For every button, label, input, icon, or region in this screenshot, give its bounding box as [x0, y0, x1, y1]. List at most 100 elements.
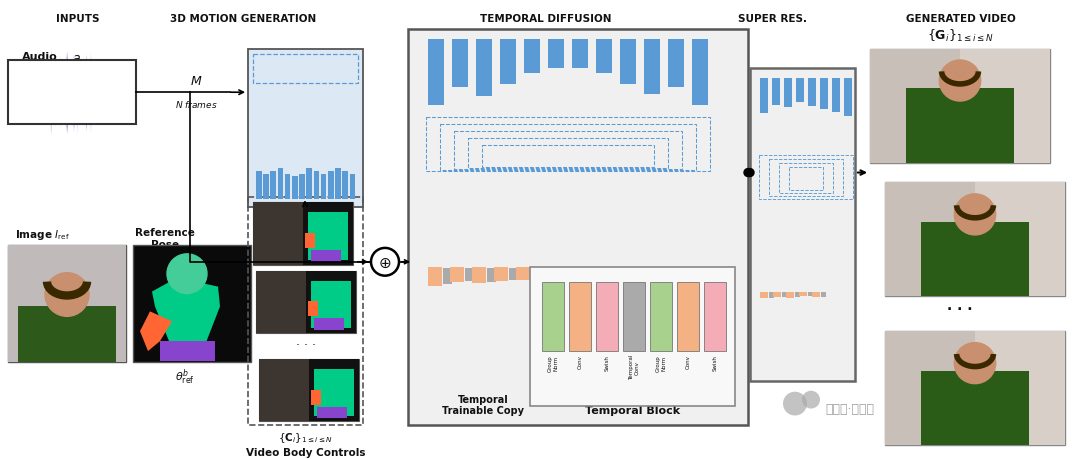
- Bar: [548, 39, 564, 69]
- Bar: [494, 267, 508, 281]
- Text: Swish: Swish: [605, 354, 609, 370]
- Text: SUPER RES.: SUPER RES.: [738, 14, 807, 24]
- Bar: [285, 174, 291, 200]
- Bar: [450, 267, 464, 283]
- Text: $\oplus$: $\oplus$: [378, 256, 392, 271]
- Bar: [443, 269, 453, 285]
- Bar: [311, 390, 321, 405]
- Bar: [870, 50, 1050, 163]
- Bar: [248, 198, 363, 425]
- Bar: [440, 124, 696, 171]
- Bar: [426, 118, 710, 172]
- Bar: [487, 269, 496, 283]
- Text: $\theta^b_{\rm ref}$: $\theta^b_{\rm ref}$: [175, 366, 194, 386]
- Bar: [253, 55, 357, 84]
- Bar: [259, 359, 359, 421]
- Bar: [292, 177, 297, 200]
- Bar: [759, 155, 853, 200]
- Bar: [796, 79, 804, 103]
- Bar: [311, 281, 351, 329]
- Bar: [428, 267, 442, 286]
- Bar: [784, 79, 792, 108]
- Bar: [308, 213, 348, 260]
- Bar: [808, 292, 813, 297]
- Text: $N$ frames: $N$ frames: [175, 99, 217, 110]
- Bar: [772, 79, 780, 106]
- Bar: [569, 282, 591, 351]
- Bar: [318, 407, 347, 419]
- Bar: [524, 39, 540, 74]
- Bar: [677, 282, 699, 351]
- Bar: [531, 268, 540, 280]
- Text: Video Body Controls: Video Body Controls: [246, 447, 365, 457]
- Bar: [885, 331, 975, 445]
- Bar: [270, 172, 275, 200]
- Bar: [472, 267, 486, 284]
- Bar: [454, 131, 681, 170]
- Bar: [308, 302, 318, 317]
- Bar: [870, 50, 960, 163]
- Circle shape: [746, 169, 754, 177]
- Circle shape: [167, 254, 207, 294]
- Bar: [692, 39, 708, 106]
- Bar: [799, 292, 807, 297]
- Bar: [538, 267, 552, 279]
- Text: $\{\mathbf{G}_i\}_{1\leq i\leq N}$: $\{\mathbf{G}_i\}_{1\leq i\leq N}$: [927, 28, 994, 44]
- Bar: [760, 292, 768, 299]
- Bar: [453, 39, 468, 88]
- Bar: [921, 223, 1029, 297]
- Text: Swish: Swish: [713, 354, 717, 370]
- Bar: [832, 79, 840, 112]
- Bar: [328, 172, 334, 200]
- Circle shape: [744, 169, 752, 177]
- Circle shape: [940, 61, 981, 102]
- Text: Conv: Conv: [578, 354, 582, 368]
- Bar: [314, 319, 345, 330]
- Bar: [307, 169, 312, 200]
- Text: Temporal Block: Temporal Block: [585, 406, 680, 415]
- Text: Group
Norm: Group Norm: [548, 354, 558, 371]
- Bar: [906, 90, 1014, 163]
- Bar: [885, 331, 1065, 445]
- Bar: [306, 271, 356, 333]
- Bar: [553, 268, 562, 278]
- Bar: [259, 359, 309, 421]
- Bar: [885, 331, 1065, 445]
- Bar: [821, 292, 826, 297]
- Bar: [309, 359, 359, 421]
- Text: Conv: Conv: [686, 354, 690, 368]
- Bar: [542, 282, 564, 351]
- Bar: [786, 292, 794, 298]
- Bar: [335, 169, 340, 200]
- Text: Group
Norm: Group Norm: [656, 354, 666, 371]
- Bar: [795, 292, 800, 298]
- Bar: [596, 39, 612, 74]
- Bar: [321, 174, 326, 200]
- Bar: [299, 174, 305, 200]
- Bar: [530, 267, 735, 406]
- Text: Reference
Pose: Reference Pose: [135, 228, 194, 249]
- Text: · · ·: · · ·: [947, 303, 973, 317]
- Bar: [313, 172, 319, 200]
- Bar: [311, 250, 341, 262]
- Text: $M$: $M$: [190, 75, 202, 88]
- Circle shape: [783, 392, 807, 415]
- Text: INPUTS: INPUTS: [56, 14, 99, 24]
- Bar: [465, 269, 474, 281]
- Bar: [408, 30, 748, 425]
- Circle shape: [955, 343, 996, 384]
- Bar: [750, 69, 855, 381]
- Bar: [248, 50, 363, 208]
- Bar: [843, 79, 852, 117]
- Bar: [133, 246, 251, 362]
- Bar: [650, 282, 672, 351]
- Circle shape: [955, 195, 996, 235]
- Bar: [808, 79, 816, 107]
- Text: $a$: $a$: [72, 51, 81, 64]
- Polygon shape: [140, 312, 172, 351]
- Bar: [769, 292, 773, 298]
- Text: GENERATED VIDEO: GENERATED VIDEO: [906, 14, 1016, 24]
- Bar: [870, 50, 1050, 163]
- Bar: [500, 39, 516, 84]
- Bar: [779, 163, 833, 194]
